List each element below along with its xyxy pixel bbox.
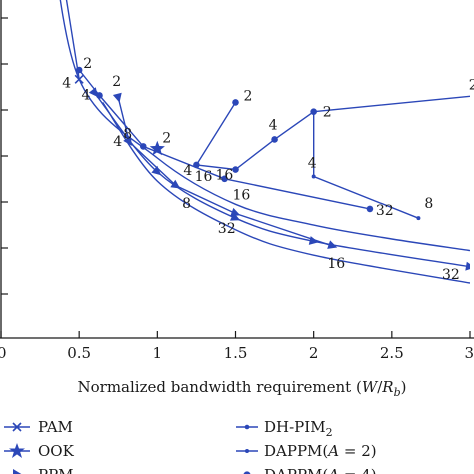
series-dhpim2-line [195,95,470,171]
x-axis-label-w: W [362,378,379,396]
legend-dappm4-marker [243,471,251,474]
series-env2-point-0 [88,87,98,98]
x-tick-label-2: 1 [153,344,163,362]
legend-entry-ook: OOK [4,442,75,460]
legend-dhpim2-marker [244,424,250,430]
data-label-dhpim2-2: 16 [216,168,234,184]
series-env2-point-1 [151,165,162,176]
series-env2 [88,87,470,271]
legend-ook-marker [9,443,25,458]
data-label-dhpim2-3: 4 [269,117,278,133]
x-ticks: 0 0.5 1 1.5 2 2.5 3 [0,331,474,362]
data-label-dhpim2-0: 2 [244,88,253,104]
series-dappm4 [75,66,374,213]
data-label-dappm4-2: 8 [123,126,132,142]
data-label-ppm-1: 4 [113,134,122,150]
series-dappm4-point-3 [221,175,228,183]
series-dappm2 [311,109,421,221]
legend-pam-label: PAM [38,418,73,436]
x-axis-label-r: R [381,378,393,396]
series-env2-point-3 [308,236,319,245]
legend-entry-dappm4: DAPPM(A = 4) [243,466,377,474]
series-ppm-point-0 [112,92,122,103]
axes: 0 0.5 1 1.5 2 2.5 3 [0,0,474,362]
data-label-dhpim2-5: 2 [469,78,474,94]
data-label-dappm4-1: 4 [82,88,91,104]
series-dappm4-point-0 [75,66,83,74]
x-axis-label-slash: / [377,378,383,396]
series-dappm2-point-2 [416,216,421,221]
series-dhpim2-point-3 [271,136,278,143]
x-axis-label: Normalized bandwidth requirement (W/Rb) [78,378,407,399]
data-label-pam-1: 4 [62,75,71,91]
legend-dhpim2-label: DH-PIM2 [264,418,333,439]
series-dappm2-line [313,111,419,219]
x-axis-label-sub: b [394,386,401,399]
series-env1 [59,0,470,252]
series-env1-line [59,0,470,252]
legend-dappm4-label: DAPPM(A = 4) [264,466,377,474]
data-label-dappm2-1: 4 [308,156,317,172]
series-dappm2-point-0 [311,109,316,114]
data-label-dappm4-4: 32 [376,203,394,219]
data-label-ppm-3: 16 [233,188,251,204]
data-label-ook-0: 2 [162,131,171,147]
plot-area: 842248161624164224824816323232 [59,0,474,284]
legend: PAM OOK PPM DH-PIM2 DAPPM(A = 2) DAPPM(A… [4,418,377,474]
legend-ook-label: OOK [38,442,75,460]
series-dhpim2-point-2 [232,166,239,173]
series-dhpim2-point-0 [232,99,239,106]
series-env3-line [102,102,470,284]
data-label-ppm-0: 2 [112,74,121,90]
legend-ppm-marker [13,469,22,474]
legend-dappm2-marker [245,449,249,453]
data-label-dhpim2-4: 2 [323,105,332,121]
series-ppm-point-3 [230,207,241,217]
data-label-dappm4-3: 16 [195,169,213,185]
series-dappm4-point-4 [366,205,374,213]
x-axis-label-close: ) [401,378,407,396]
data-label-dhpim2-1: 4 [183,163,192,179]
legend-ppm-label: PPM [38,466,74,474]
series-dappm2-point-1 [311,174,316,179]
x-tick-label-4: 2 [309,344,319,362]
legend-pam-marker [12,422,22,432]
data-label-ppm-2: 8 [182,196,191,212]
data-label-dappm4-0: 2 [83,56,92,72]
data-label-env2-4: 32 [442,267,460,283]
series-dhpim2 [193,95,470,173]
x-tick-label-6: 3 [464,344,474,362]
x-tick-label-0: 0 [0,344,7,362]
y-ticks [1,17,8,295]
annotation-layer: 842248161624164224824816323232 [62,56,474,283]
series-env2-line [94,92,470,268]
series-ppm-point-2 [170,179,181,189]
series-ook [149,140,165,156]
series-env3 [102,102,470,284]
data-label-env1-5: 32 [218,221,236,237]
series-env2-point-2 [230,212,241,221]
series-ook-point-0 [149,140,165,156]
data-label-dappm2-2: 8 [424,196,433,212]
x-axis-label-main: Normalized bandwidth requirement ( [78,378,362,396]
x-tick-label-1: 0.5 [67,344,91,362]
legend-entry-dappm2: DAPPM(A = 2) [236,442,377,460]
legend-entry-dhpim2: DH-PIM2 [236,418,333,439]
series-pam-line [65,0,80,80]
x-tick-label-5: 2.5 [380,344,404,362]
data-label-ppm-4: 16 [327,256,345,272]
legend-dappm2-label: DAPPM(A = 2) [264,442,377,460]
series-env2-point-4 [465,261,470,271]
x-tick-label-3: 1.5 [224,344,248,362]
series-layer [59,0,470,284]
legend-entry-ppm: PPM [13,466,74,474]
legend-entry-pam: PAM [4,418,73,436]
